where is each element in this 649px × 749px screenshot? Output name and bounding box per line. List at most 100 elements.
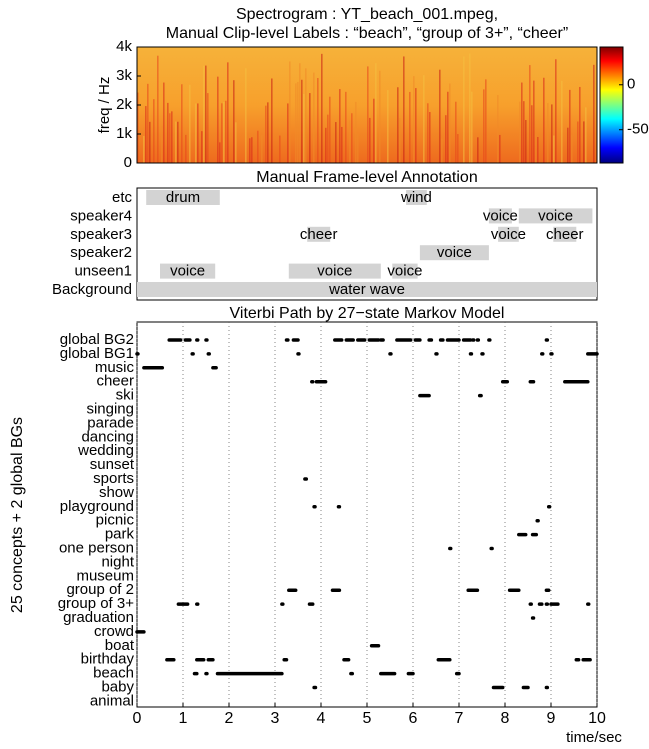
segment-label: voice — [538, 207, 573, 224]
state-label: show — [99, 484, 134, 501]
spectrogram-streak — [335, 122, 337, 163]
spectrogram-streak — [251, 137, 253, 163]
spectrogram-streak — [357, 133, 359, 163]
spectrogram-streak — [161, 125, 163, 163]
row-label: etc — [112, 189, 133, 206]
annotation-segment — [498, 226, 519, 242]
spectrogram-streak — [167, 102, 169, 163]
y-tick-label: 0 — [124, 154, 132, 171]
spectrogram-streak — [297, 81, 299, 163]
state-label: museum — [76, 567, 134, 584]
spectrogram-streak — [341, 126, 343, 163]
annotation-segment — [406, 190, 427, 205]
state-label: group of 3+ — [58, 595, 135, 612]
annotation-segment — [160, 263, 216, 279]
spectrogram-streak — [195, 103, 197, 163]
spectrogram-streak — [457, 134, 459, 163]
segment-label: voice — [317, 263, 352, 280]
y-axis-title: 25 concepts + 2 global BGs — [9, 417, 26, 613]
spectrogram-streak — [313, 72, 315, 163]
spectrogram-streak — [499, 134, 501, 163]
spectrogram-streak — [295, 83, 297, 163]
spectrogram-streak — [567, 127, 569, 163]
x-tick-label: 2 — [225, 710, 234, 727]
segment-label: voice — [491, 226, 526, 243]
spectrogram-streak — [551, 104, 553, 163]
spectrogram-streak — [531, 105, 533, 163]
y-tick-label: 2k — [116, 96, 132, 113]
spectrogram-streak — [577, 121, 579, 163]
state-label: group of 2 — [66, 581, 134, 598]
spectrogram-streak — [523, 101, 525, 163]
spectrogram-streak — [321, 53, 323, 163]
state-label: picnic — [96, 512, 135, 529]
spectrogram-streak — [181, 84, 183, 163]
spectrogram-streak — [327, 114, 329, 163]
spectrogram-streak — [429, 111, 431, 163]
annotation-title: Manual Frame-level Annotation — [256, 169, 477, 186]
spectrogram-streak — [367, 66, 369, 163]
y-axis-title: freq / Hz — [96, 77, 113, 134]
colorbar-tick-label: -50 — [627, 121, 649, 138]
viterbi-title: Viterbi Path by 27−state Markov Model — [230, 305, 505, 322]
spectrogram-streak — [227, 62, 229, 164]
segment-label: drum — [166, 189, 200, 206]
spectrogram-streak — [309, 93, 311, 163]
spectrogram-streak — [137, 92, 139, 163]
spectrogram-streak — [447, 91, 449, 163]
colorbar — [599, 46, 624, 164]
spectrogram-streak — [379, 70, 381, 163]
spectrogram-streak — [483, 89, 485, 163]
spectrogram-streak — [267, 102, 269, 163]
spectrogram-streak — [471, 91, 473, 163]
spectrogram-streak — [529, 65, 531, 163]
state-label: global BG1 — [60, 345, 134, 362]
state-label: sports — [93, 470, 134, 487]
spectrogram-streak — [535, 133, 537, 163]
segment-label: voice — [170, 263, 205, 280]
colorbar-tick-label: 0 — [627, 76, 635, 93]
spectrogram-streak — [303, 93, 305, 163]
spectrogram-streak — [519, 101, 521, 163]
spectrogram-streak — [547, 103, 549, 163]
row-label: speaker4 — [70, 207, 132, 224]
x-tick-label: 3 — [271, 710, 280, 727]
x-tick-label: 1 — [179, 710, 188, 727]
state-label: cheer — [96, 373, 134, 390]
spectrogram-streak — [439, 69, 441, 163]
spectrogram-subtitle: Manual Clip-level Labels : “beach”, “gro… — [166, 25, 568, 42]
segment-label: voice — [437, 244, 472, 261]
row-label: speaker3 — [70, 226, 132, 243]
state-label: music — [95, 359, 135, 376]
annotation-segment — [518, 208, 593, 224]
spectrogram-streak — [409, 91, 411, 163]
x-tick-label: 7 — [455, 710, 464, 727]
spectrogram-streak — [175, 121, 177, 163]
segment-label: cheer — [546, 226, 584, 243]
spectrogram-streak — [397, 87, 399, 163]
spectrogram-streak — [533, 80, 535, 163]
row-label: speaker2 — [70, 244, 132, 261]
state-label: baby — [101, 678, 134, 695]
annotation-segment — [392, 263, 418, 279]
spectrogram-streak — [235, 122, 237, 163]
spectrogram-streak — [289, 61, 291, 164]
spectrogram-streak — [387, 90, 389, 163]
annotation-segment — [488, 208, 512, 224]
annotation-segment — [419, 245, 489, 261]
spectrogram-streak — [149, 121, 151, 163]
spectrogram-streak — [225, 100, 227, 163]
spectrogram-streak — [153, 99, 155, 163]
row-label: unseen1 — [74, 263, 132, 280]
spectrogram-streak — [351, 113, 353, 163]
spectrogram-streak — [571, 134, 573, 163]
spectrogram-streak — [317, 78, 319, 163]
spectrogram-streak — [537, 136, 539, 163]
spectrogram-streak — [203, 65, 205, 163]
spectrogram-streak — [329, 96, 331, 163]
annotation-frame — [136, 187, 598, 301]
spectrogram-streak — [205, 65, 207, 163]
spectrogram-streak — [219, 142, 221, 163]
spectrogram-streak — [245, 68, 247, 163]
